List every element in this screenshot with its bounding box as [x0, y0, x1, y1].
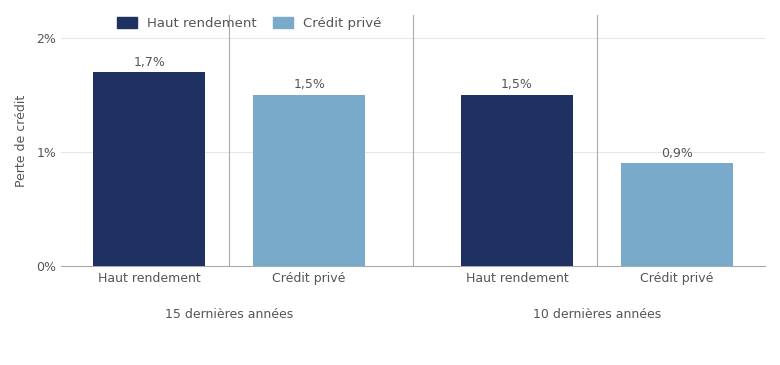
Bar [461, 95, 573, 266]
Y-axis label: Perte de crédit: Perte de crédit [15, 95, 28, 187]
Legend: Haut rendement, Crédit privé: Haut rendement, Crédit privé [117, 16, 381, 30]
Text: 1,5%: 1,5% [501, 78, 533, 92]
Text: 15 dernières années: 15 dernières années [165, 308, 293, 321]
Text: 1,7%: 1,7% [133, 55, 165, 69]
Text: 0,9%: 0,9% [661, 147, 693, 160]
Bar [93, 72, 205, 266]
Text: 1,5%: 1,5% [293, 78, 325, 92]
Bar [621, 164, 733, 266]
Bar [254, 95, 365, 266]
Text: 10 dernières années: 10 dernières années [533, 308, 661, 321]
